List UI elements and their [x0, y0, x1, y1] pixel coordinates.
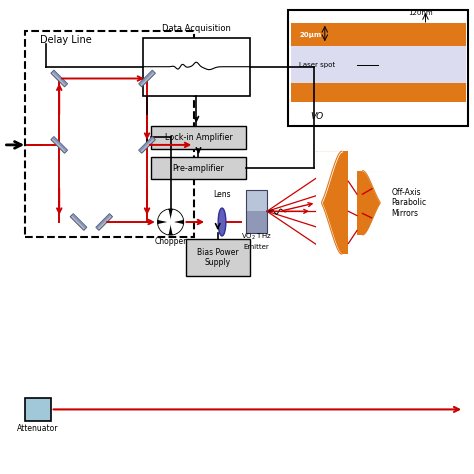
Text: Supply: Supply	[205, 258, 231, 267]
Bar	[151, 126, 246, 149]
Text: Lock-in Amplifier: Lock-in Amplifier	[164, 133, 232, 142]
Text: 120nm: 120nm	[409, 10, 433, 17]
Bar	[25, 398, 51, 421]
Wedge shape	[159, 222, 171, 234]
Text: Chopper: Chopper	[155, 237, 187, 246]
Text: Bias Power: Bias Power	[197, 248, 238, 257]
Wedge shape	[171, 222, 182, 234]
Text: VO$_2$ THz: VO$_2$ THz	[241, 232, 272, 242]
Text: Emitter: Emitter	[244, 244, 269, 250]
Circle shape	[158, 209, 183, 235]
Polygon shape	[96, 214, 112, 230]
Polygon shape	[96, 214, 111, 229]
Polygon shape	[53, 137, 68, 152]
Ellipse shape	[218, 208, 226, 236]
Text: Lens: Lens	[213, 190, 231, 199]
Bar	[316, 151, 348, 254]
Bar	[288, 10, 468, 126]
Bar	[291, 83, 466, 102]
Bar	[246, 211, 267, 233]
Bar	[357, 171, 385, 235]
Wedge shape	[159, 210, 171, 222]
Polygon shape	[70, 214, 87, 230]
Text: Data Acquisition: Data Acquisition	[162, 24, 231, 33]
Bar	[246, 190, 267, 233]
Text: Laser spot: Laser spot	[299, 62, 335, 68]
Polygon shape	[51, 70, 68, 87]
Polygon shape	[139, 70, 154, 85]
Polygon shape	[139, 137, 154, 152]
Bar	[143, 38, 250, 96]
Wedge shape	[171, 210, 182, 222]
Text: Off-Axis
Parabolic
Mirrors: Off-Axis Parabolic Mirrors	[391, 188, 426, 218]
Polygon shape	[139, 137, 155, 153]
Bar	[151, 157, 246, 179]
Text: Attenuator: Attenuator	[17, 424, 59, 433]
Bar	[291, 23, 466, 46]
Bar	[25, 31, 194, 237]
Polygon shape	[72, 214, 87, 229]
Text: Pre-amplifier: Pre-amplifier	[173, 164, 224, 173]
Polygon shape	[139, 70, 155, 87]
Bar	[246, 190, 267, 211]
Text: VO: VO	[310, 112, 323, 121]
Polygon shape	[53, 70, 68, 85]
Text: Delay Line: Delay Line	[40, 36, 91, 46]
Bar	[186, 239, 250, 275]
Bar	[291, 46, 466, 83]
Polygon shape	[51, 137, 68, 153]
Text: 20μm: 20μm	[299, 32, 321, 38]
